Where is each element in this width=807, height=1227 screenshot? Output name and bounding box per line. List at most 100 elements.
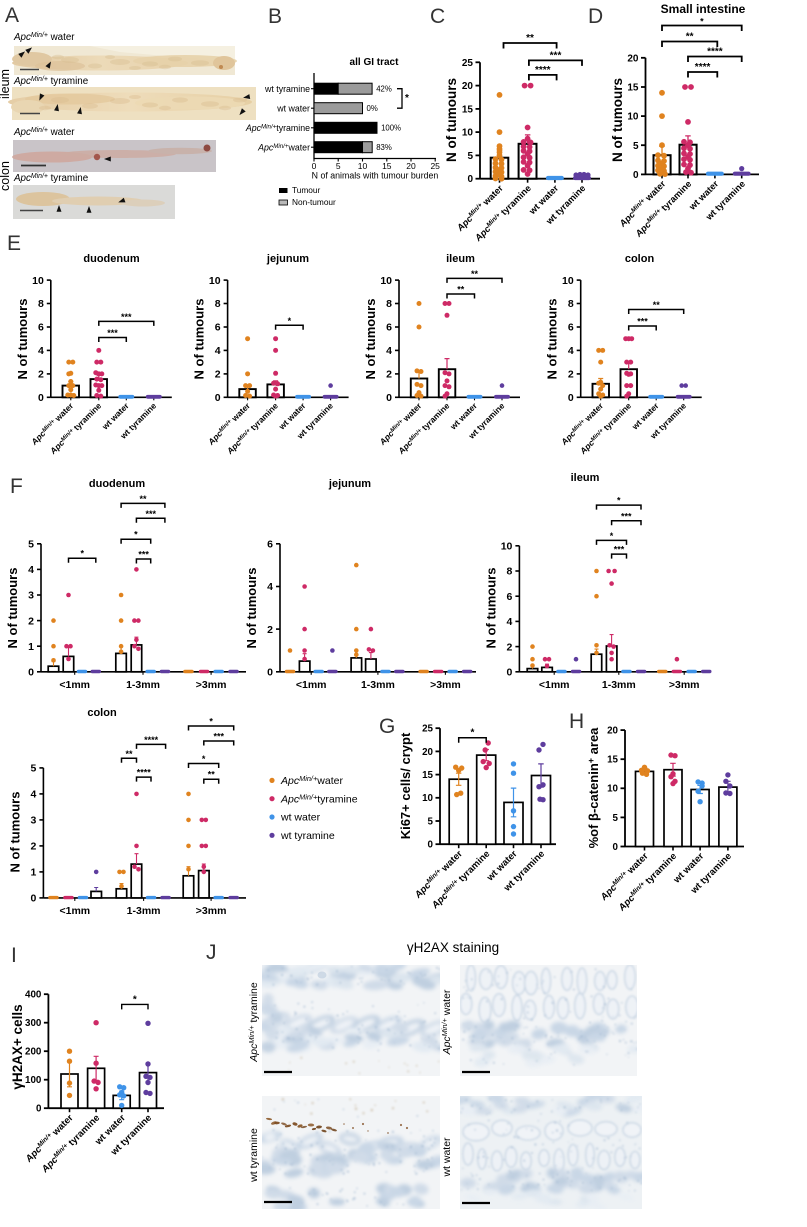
svg-text:20: 20 (422, 747, 433, 758)
svg-text:***: *** (145, 509, 156, 519)
svg-text:ApcMin/+ tyramine: ApcMin/+ tyramine (13, 173, 89, 184)
svg-text:2: 2 (38, 369, 44, 381)
svg-text:*: * (288, 316, 292, 326)
svg-text:>3mm: >3mm (196, 905, 227, 917)
svg-text:10: 10 (32, 275, 44, 287)
svg-text:0: 0 (568, 392, 574, 404)
svg-text:N of tumours: N of tumours (5, 568, 20, 649)
svg-text:2: 2 (507, 641, 513, 653)
svg-text:***: *** (107, 328, 118, 338)
svg-text:*: * (134, 530, 138, 540)
svg-text:***: *** (121, 312, 132, 322)
svg-text:10: 10 (462, 128, 474, 139)
svg-text:0: 0 (613, 842, 619, 853)
svg-text:5: 5 (633, 141, 639, 152)
svg-text:ApcMin/+water: ApcMin/+water (280, 774, 343, 787)
svg-text:20: 20 (406, 161, 416, 171)
svg-text:25: 25 (422, 724, 433, 735)
svg-text:I: I (11, 944, 17, 967)
svg-text:5: 5 (28, 539, 34, 551)
svg-text:*: * (470, 728, 474, 739)
svg-text:20: 20 (462, 81, 474, 92)
svg-text:2: 2 (31, 841, 37, 853)
svg-text:10: 10 (209, 275, 221, 287)
svg-text:Small intestine: Small intestine (661, 2, 746, 16)
svg-text:wt water: wt water (441, 1137, 453, 1178)
svg-text:A: A (5, 4, 19, 27)
svg-text:γH2AX staining: γH2AX staining (407, 940, 499, 955)
svg-text:jejunum: jejunum (266, 253, 309, 265)
svg-text:D: D (588, 5, 603, 28)
svg-text:4: 4 (38, 345, 44, 357)
svg-text:***: *** (621, 511, 632, 521)
svg-text:***: *** (637, 317, 648, 327)
svg-text:***: *** (614, 545, 625, 555)
svg-text:N of animals with tumour burde: N of animals with tumour burden (312, 171, 439, 181)
svg-text:G: G (379, 715, 395, 738)
svg-text:***: *** (138, 550, 149, 560)
svg-text:duodenum: duodenum (83, 253, 139, 265)
svg-text:<1mm: <1mm (59, 905, 90, 917)
svg-text:ApcMin/+water: ApcMin/+water (257, 142, 310, 152)
svg-text:1-3mm: 1-3mm (126, 679, 160, 691)
svg-text:*: * (80, 549, 84, 559)
svg-text:3: 3 (31, 815, 37, 827)
svg-text:2: 2 (28, 615, 34, 627)
svg-text:ApcMin/+ tyramine: ApcMin/+ tyramine (13, 76, 89, 87)
svg-text:4: 4 (386, 345, 392, 357)
svg-text:N of tumours: N of tumours (15, 299, 30, 380)
svg-text:colon: colon (87, 707, 117, 719)
svg-text:1: 1 (28, 641, 34, 653)
svg-text:5: 5 (428, 816, 434, 827)
svg-text:0: 0 (215, 392, 221, 404)
svg-text:100%: 100% (381, 124, 401, 133)
svg-text:J: J (206, 941, 217, 964)
svg-text:0: 0 (38, 392, 44, 404)
svg-text:4: 4 (31, 789, 37, 801)
svg-text:ApcMin/+ water: ApcMin/+ water (13, 127, 75, 138)
svg-text:all GI tract: all GI tract (350, 57, 400, 68)
svg-text:wt water: wt water (280, 812, 321, 824)
svg-text:***: *** (214, 732, 225, 742)
svg-text:wt water: wt water (276, 103, 310, 113)
svg-text:colon: colon (0, 161, 12, 191)
svg-text:15: 15 (462, 104, 474, 115)
svg-text:****: **** (535, 65, 551, 76)
svg-text:N of tumours: N of tumours (7, 792, 22, 873)
svg-text:15: 15 (607, 755, 618, 766)
svg-text:**: ** (139, 494, 147, 504)
svg-text:8: 8 (386, 298, 392, 310)
svg-text:0: 0 (428, 840, 434, 851)
svg-text:20: 20 (627, 53, 639, 64)
svg-text:8: 8 (507, 566, 513, 578)
svg-text:2: 2 (568, 369, 574, 381)
svg-text:15: 15 (627, 83, 639, 94)
svg-text:****: **** (144, 735, 159, 745)
svg-text:ileum: ileum (571, 472, 600, 484)
svg-text:****: **** (707, 47, 723, 58)
svg-text:8: 8 (215, 298, 221, 310)
svg-text:***: *** (550, 50, 562, 61)
svg-text:>3mm: >3mm (430, 679, 461, 691)
svg-text:10: 10 (607, 784, 618, 795)
svg-text:N of tumours: N of tumours (244, 568, 259, 649)
svg-text:4: 4 (568, 345, 574, 357)
svg-text:>3mm: >3mm (196, 679, 227, 691)
svg-text:>3mm: >3mm (669, 679, 700, 691)
svg-text:15: 15 (382, 161, 392, 171)
svg-text:20: 20 (607, 726, 618, 737)
svg-text:*: * (209, 717, 213, 727)
svg-text:ApcMin/+ tyramine: ApcMin/+ tyramine (247, 982, 260, 1063)
svg-text:1-3mm: 1-3mm (127, 905, 161, 917)
svg-text:100: 100 (25, 1075, 42, 1086)
svg-text:N of tumours: N of tumours (192, 299, 207, 380)
svg-text:8: 8 (568, 298, 574, 310)
svg-text:****: **** (137, 768, 152, 778)
svg-text:3: 3 (28, 590, 34, 602)
svg-text:B: B (268, 5, 282, 28)
svg-text:*: * (405, 93, 409, 104)
svg-text:wt tyramine: wt tyramine (264, 84, 310, 94)
svg-text:Non-tumour: Non-tumour (292, 197, 336, 207)
svg-text:**: ** (125, 749, 133, 759)
svg-text:N of tumours: N of tumours (610, 78, 625, 162)
